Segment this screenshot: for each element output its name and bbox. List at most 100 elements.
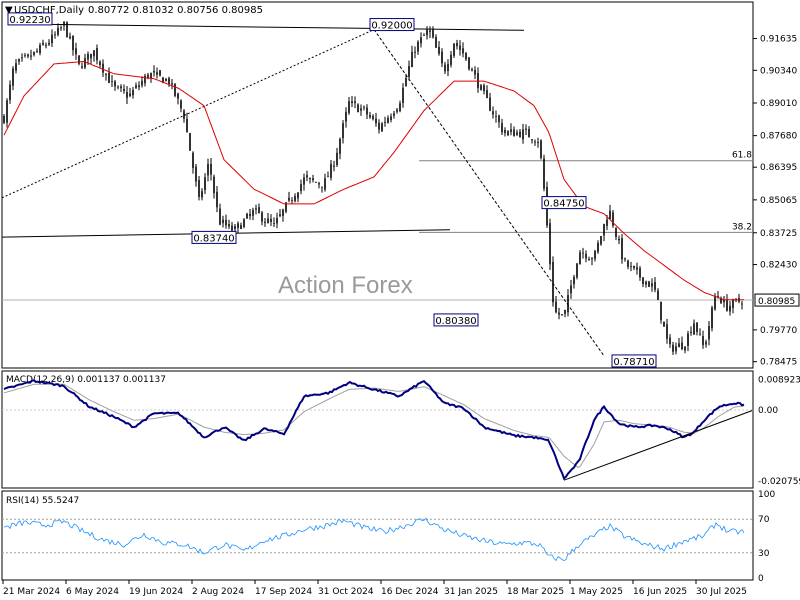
candle-body — [57, 27, 59, 35]
candle-body — [351, 101, 353, 104]
current-price-box — [754, 293, 800, 307]
candle-body — [615, 228, 617, 237]
candle-body — [477, 72, 479, 89]
x-tick-label: 16 Jun 2025 — [633, 587, 687, 597]
x-tick-label: 31 Oct 2024 — [318, 587, 374, 597]
candle-body — [174, 83, 176, 96]
candle-body — [513, 129, 515, 137]
rsi-y-ticks: 100 70 30 0 — [758, 490, 775, 584]
candle-body — [342, 123, 344, 139]
candle-body — [600, 236, 602, 245]
candle-body — [141, 80, 143, 86]
candle-body — [261, 212, 263, 222]
key-point-box — [541, 196, 587, 210]
candle-body — [720, 297, 722, 304]
price-gridlines: 61.8 38.2 — [2, 151, 753, 301]
candle-body — [456, 42, 458, 47]
candle-body — [243, 219, 245, 228]
candle-body — [336, 152, 338, 165]
candle-body — [276, 218, 278, 224]
candle-body — [381, 123, 383, 132]
candle-body — [180, 100, 182, 109]
candle-body — [711, 307, 713, 329]
candle-body — [696, 322, 698, 332]
candle-body — [675, 346, 677, 352]
candle-body — [54, 34, 56, 36]
candle-body — [408, 65, 410, 77]
candle-body — [348, 101, 350, 113]
candle-body — [708, 326, 710, 340]
candle-body — [264, 221, 266, 224]
candle-body — [654, 282, 656, 290]
x-tick-label: 18 Mar 2025 — [507, 587, 564, 597]
candle-body — [279, 214, 281, 217]
candle-body — [663, 321, 665, 327]
candle-body — [222, 219, 224, 224]
candle-body — [474, 70, 476, 75]
candle-body — [312, 178, 314, 181]
candle-body — [12, 68, 14, 86]
candle-body — [354, 101, 356, 104]
x-tick-label: 1 May 2025 — [570, 587, 623, 597]
candle-body — [309, 177, 311, 180]
key-point-label: 0.83740 — [193, 233, 234, 244]
candle-body — [27, 54, 29, 57]
candle-body — [321, 186, 323, 188]
chart-ohlc: 0.80772 0.81032 0.80756 0.80985 — [88, 5, 263, 16]
signal-line — [3, 383, 745, 468]
candle-body — [81, 66, 83, 68]
collapse-triangle-icon[interactable]: ▼ — [5, 5, 13, 16]
candle-body — [93, 50, 95, 57]
candle-body — [285, 202, 287, 212]
candle-body — [168, 78, 170, 85]
candle-body — [156, 72, 158, 75]
price-tick-label: 0.91635 — [760, 35, 797, 45]
candle-body — [483, 85, 485, 92]
x-tick-label: 16 Dec 2024 — [381, 587, 439, 597]
candle-body — [66, 22, 68, 38]
candle-body — [15, 63, 17, 71]
candle-body — [84, 58, 86, 68]
candle-body — [504, 129, 506, 134]
candle-body — [78, 55, 80, 64]
candle-body — [480, 85, 482, 91]
candle-body — [297, 192, 299, 199]
candle-body — [120, 86, 122, 89]
candle-body — [573, 277, 575, 285]
candle-body — [699, 333, 701, 335]
candle-body — [714, 296, 716, 310]
candle-body — [387, 117, 389, 123]
candle-body — [399, 103, 401, 112]
candle-body — [669, 337, 671, 345]
macd-title: MACD(12,26,9) 0.001137 0.001137 — [6, 375, 166, 385]
candle-body — [33, 51, 35, 55]
candle-body — [345, 111, 347, 122]
rsi-panel-frame — [1, 490, 754, 581]
candle-body — [159, 70, 161, 76]
candle-body — [318, 183, 320, 185]
candle-body — [375, 118, 377, 124]
candle-body — [126, 92, 128, 98]
candle-body — [660, 301, 662, 321]
candle-body — [651, 283, 653, 287]
rsi-tick-label: 70 — [758, 515, 770, 525]
candle-body — [378, 122, 380, 130]
candle-body — [39, 44, 41, 54]
candle-body — [123, 88, 125, 92]
candle-body — [147, 74, 149, 78]
x-tick-label: 30 Jul 2025 — [696, 587, 747, 597]
candle-body — [732, 299, 734, 308]
macd-line — [3, 379, 745, 481]
candle-body — [507, 131, 509, 136]
candle-body — [528, 128, 530, 138]
macd-tick-label: 0.008923 — [758, 375, 800, 385]
candle-body — [438, 47, 440, 54]
candle-body — [327, 176, 329, 178]
candle-body — [99, 61, 101, 66]
candle-body — [591, 258, 593, 260]
candle-body — [678, 343, 680, 348]
candle-body — [426, 29, 428, 36]
candle-body — [195, 166, 197, 182]
candle-body — [207, 163, 209, 176]
